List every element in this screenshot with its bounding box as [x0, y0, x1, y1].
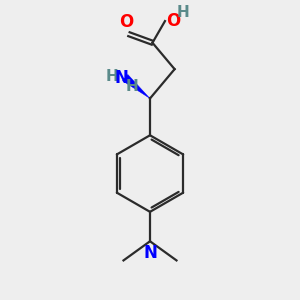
- Text: O: O: [167, 12, 181, 30]
- Text: N: N: [143, 244, 157, 262]
- Text: H: H: [125, 79, 138, 94]
- Text: H: H: [176, 5, 189, 20]
- Text: N: N: [115, 69, 129, 87]
- Polygon shape: [122, 74, 150, 98]
- Text: O: O: [119, 13, 133, 31]
- Text: H: H: [106, 69, 118, 84]
